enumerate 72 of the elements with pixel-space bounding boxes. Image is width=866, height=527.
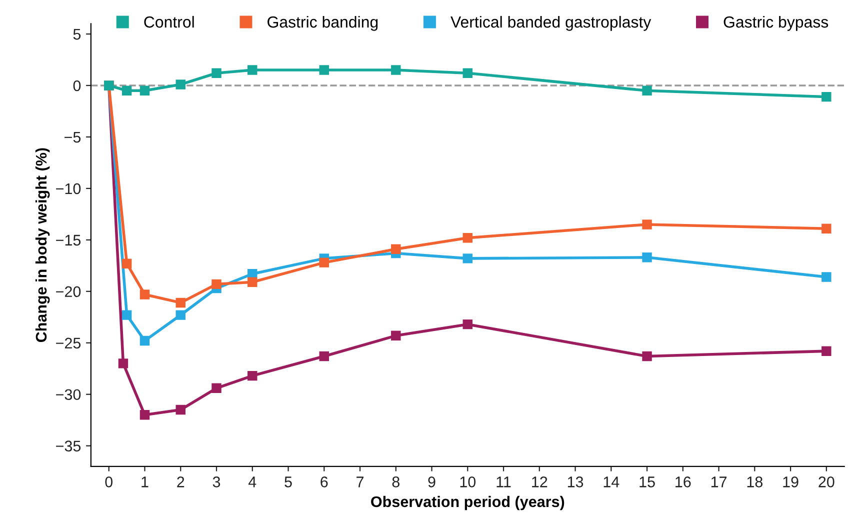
x-tick-label: 6 [320,476,328,488]
point [212,383,222,394]
y-tick-label: −5 [64,132,81,143]
point [319,351,329,362]
point [248,370,258,381]
y-tick-label: −30 [56,389,81,400]
point [248,277,258,287]
point [122,86,132,96]
x-tick-label: 11 [496,476,511,488]
point [822,346,832,356]
point [140,290,150,300]
y-tick-label: −20 [56,286,81,298]
x-tick-label: 7 [356,476,364,488]
x-tick-label: 14 [604,476,620,488]
x-tick-label: 2 [177,476,184,488]
point [462,68,472,78]
point [248,65,258,75]
y-tick-label: −15 [56,234,81,246]
point [462,232,472,243]
point [319,258,329,268]
x-tick-label: 20 [818,476,834,488]
y-tick-label: 0 [73,80,81,92]
x-tick-label: 13 [568,476,584,488]
x-tick-label: 5 [284,476,292,488]
point [391,330,401,341]
point [822,272,832,282]
point [391,244,401,254]
point [822,92,832,102]
x-tick-label: 4 [248,476,256,488]
y-tick-label: 5 [73,29,81,40]
x-tick-label: 16 [676,476,691,488]
x-tick-label: 8 [392,476,400,488]
x-tick-label: 0 [105,476,113,488]
x-tick-label: 19 [783,476,798,488]
point [176,298,186,308]
x-tick-label: 1 [142,476,148,488]
point [140,410,150,420]
x-tick-label: 9 [428,476,436,488]
legend-label: Gastric bypass [724,16,828,31]
legend-label: Control [144,16,194,28]
point [642,86,652,96]
y-tick-label: −25 [56,338,81,349]
y-tick-label: −10 [56,183,81,194]
point [319,65,329,75]
point [176,310,186,320]
point [212,68,222,78]
point [642,252,652,262]
point [462,254,472,264]
x-tick-label: 12 [532,476,548,488]
legend-label: Vertical banded gastroplasty [450,16,652,31]
x-tick-label: 3 [212,476,220,488]
point [176,80,186,90]
point [462,319,472,330]
x-tick-label: 15 [640,476,655,488]
point [212,279,222,290]
point [140,86,150,96]
point [118,358,128,368]
point [176,404,186,415]
x-tick-label: 10 [460,476,476,488]
point [391,65,401,75]
point [140,336,150,346]
point [122,258,132,268]
x-tick-label: 18 [747,476,762,488]
x-tick-label: 17 [711,476,727,488]
point [822,224,832,234]
x-axis-title: Observation period (years) [371,496,564,510]
y-tick-label: −35 [56,440,81,452]
legend-label: Gastric banding [268,16,378,31]
point [642,351,652,362]
point [642,220,652,230]
point [122,310,132,320]
y-axis-title: Change in body weight (%) [35,148,50,342]
